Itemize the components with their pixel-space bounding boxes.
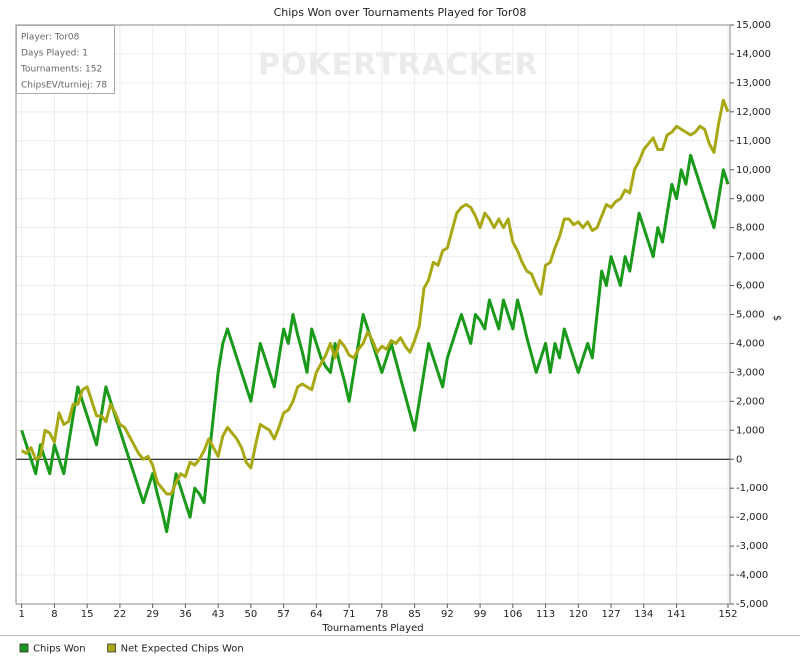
x-tick-label: 50 bbox=[245, 609, 258, 620]
x-tick-label: 22 bbox=[114, 609, 127, 620]
legend-label: Net Expected Chips Won bbox=[121, 644, 244, 655]
y-tick-label: 9,000 bbox=[736, 194, 765, 205]
info-line: ChipsEV/turniej: 78 bbox=[21, 81, 107, 91]
series-line bbox=[20, 98, 730, 496]
y-tick-label: -2,000 bbox=[736, 512, 768, 523]
y-tick-label: 14,000 bbox=[736, 49, 771, 60]
x-tick-label: 127 bbox=[602, 609, 621, 620]
x-tick-label: 8 bbox=[51, 609, 57, 620]
x-tick-label: 64 bbox=[310, 609, 323, 620]
watermark: POKERTRACKER bbox=[258, 48, 539, 83]
y-tick-label: 15,000 bbox=[736, 20, 771, 31]
info-frame bbox=[16, 25, 115, 94]
x-tick-label: 141 bbox=[667, 609, 686, 620]
x-tick-label: 120 bbox=[569, 609, 588, 620]
info-box: Player: Tor08 Days Played: 1 Tournaments… bbox=[16, 25, 115, 94]
lines bbox=[20, 98, 730, 534]
legend-swatch bbox=[19, 643, 29, 653]
y-tick-label: 6,000 bbox=[736, 281, 765, 292]
x-tick-label: 78 bbox=[375, 609, 388, 620]
y-tick-label: 3,000 bbox=[736, 367, 765, 378]
y-tick-label: -1,000 bbox=[736, 483, 768, 494]
info-line: Tournaments: 152 bbox=[20, 65, 102, 75]
y-tick-label: 8,000 bbox=[736, 223, 765, 234]
y-tick-label: 5,000 bbox=[736, 310, 765, 321]
legend-swatch bbox=[107, 643, 116, 653]
y-tick-label: 1,000 bbox=[736, 425, 765, 436]
x-tick-label: 92 bbox=[441, 609, 454, 620]
y-tick-label: 12,000 bbox=[736, 107, 771, 118]
x-tick-label: 29 bbox=[146, 609, 159, 620]
x-tick-label: 36 bbox=[179, 609, 192, 620]
series-line bbox=[20, 153, 730, 534]
x-tick-label: 85 bbox=[408, 609, 421, 620]
x-tick-label: 99 bbox=[474, 609, 487, 620]
y-tick-label: -3,000 bbox=[736, 541, 768, 552]
y-tick-label: 4,000 bbox=[736, 338, 765, 349]
x-tick-label: 1 bbox=[18, 609, 24, 620]
y-tick-label: -5,000 bbox=[736, 599, 768, 610]
y-tick-label: 7,000 bbox=[736, 252, 765, 263]
info-line: Days Played: 1 bbox=[21, 49, 88, 59]
y-tick-label: 13,000 bbox=[736, 78, 771, 89]
x-tick-label: 71 bbox=[343, 609, 356, 620]
x-tick-label: 134 bbox=[634, 609, 653, 620]
y-tick-label: 0 bbox=[736, 454, 742, 465]
y-tick-label: 11,000 bbox=[736, 136, 771, 147]
y-tick-label: 2,000 bbox=[736, 396, 765, 407]
x-tick-label: 152 bbox=[718, 609, 737, 620]
grid bbox=[16, 24, 730, 605]
y-tick-label: 10,000 bbox=[736, 165, 771, 176]
x-tick-label: 43 bbox=[212, 609, 225, 620]
x-axis-label: Tournaments Played bbox=[321, 623, 423, 634]
x-tick-label: 15 bbox=[81, 609, 94, 620]
x-tick-label: 106 bbox=[503, 609, 522, 620]
legend-label: Chips Won bbox=[33, 644, 86, 655]
chart-title: Chips Won over Tournaments Played for To… bbox=[274, 6, 527, 19]
x-tick-label: 57 bbox=[277, 609, 290, 620]
info-line: Player: Tor08 bbox=[21, 33, 80, 43]
y-tick-label: -4,000 bbox=[736, 570, 768, 581]
legend: Chips Won Net Expected Chips Won bbox=[19, 643, 244, 655]
x-tick-label: 113 bbox=[536, 609, 555, 620]
y-axis-label: $ bbox=[771, 315, 782, 321]
